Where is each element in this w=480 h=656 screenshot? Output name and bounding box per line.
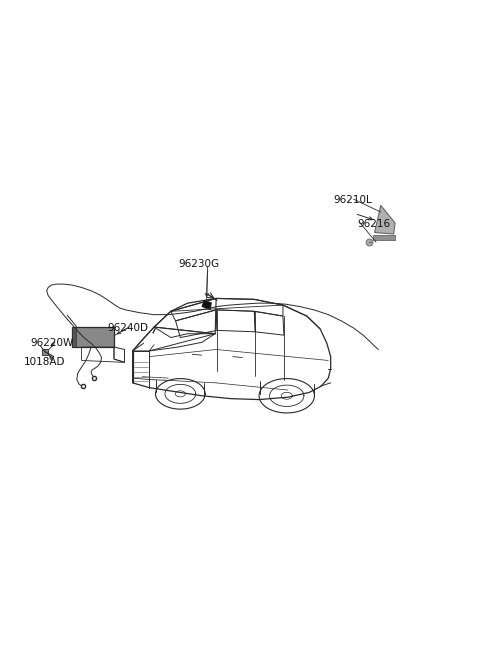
Bar bbox=[72, 327, 114, 347]
Polygon shape bbox=[372, 235, 395, 239]
Text: 96220W: 96220W bbox=[30, 338, 73, 348]
Text: 96230G: 96230G bbox=[178, 258, 219, 268]
Polygon shape bbox=[374, 205, 395, 234]
Text: 1018AD: 1018AD bbox=[24, 358, 66, 367]
Bar bbox=[72, 327, 76, 347]
Text: 96216: 96216 bbox=[357, 219, 390, 229]
Polygon shape bbox=[202, 300, 211, 310]
Text: 96210L: 96210L bbox=[333, 195, 372, 205]
Text: 96240D: 96240D bbox=[108, 323, 148, 333]
